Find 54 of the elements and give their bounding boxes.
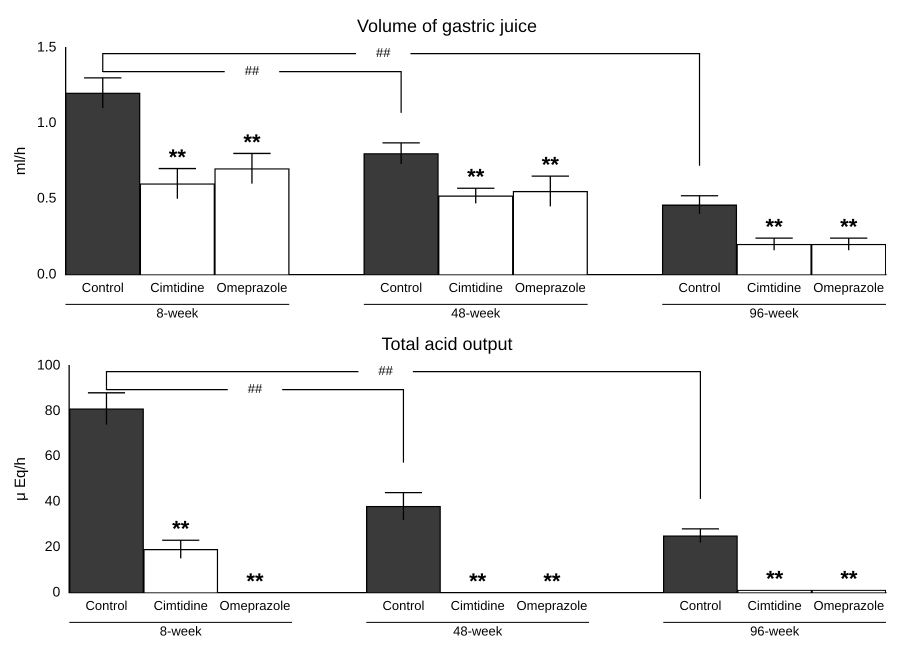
annotation: ## [244,63,260,78]
text: 96-week [750,305,800,320]
y-tick-label: 0.0 [36,265,57,282]
annotation: ## [378,363,394,378]
data-label: ** [168,144,186,170]
x-tick-label: Cimtidine [450,598,505,613]
x-tick-label: Control [678,280,721,295]
data-label: ** [542,152,560,178]
y-axis-title: ml/h [12,146,30,176]
x-tick-label: Control [82,280,124,295]
x-tick-label: Cimtidine [154,598,208,613]
data-label: ** [766,566,784,592]
data-label: ** [172,516,190,542]
x-tick-label: Omeprazole [813,598,884,613]
x-tick-label: Omeprazole [220,598,290,613]
y-tick-label: 60 [44,447,61,464]
x-tick-label: Omeprazole [813,280,884,295]
data-label: ** [467,164,485,190]
x-tick-label: Cimtidine [150,280,204,295]
x-tick-label: Omeprazole [514,280,586,295]
data-label: ** [543,568,561,594]
y-axis-title: μ Eq/h [12,457,30,501]
chart-title: Volume of gastric juice [356,16,538,36]
x-tick-label: Omeprazole [516,598,588,613]
chart-title: Total acid output [381,334,513,354]
x-tick-label: Control [382,598,424,613]
data-label: ** [840,566,858,592]
y-tick-label: 0 [52,583,61,600]
text: 8-week [160,623,202,638]
y-tick-label: 100 [37,356,61,372]
text: 8-week [156,305,199,320]
data-label: ** [243,129,261,154]
x-tick-label: Control [380,280,422,295]
y-tick-label: 40 [44,492,61,509]
annotation: ## [376,45,392,60]
y-tick-label: 0.5 [36,190,57,206]
annotation: ## [248,381,263,396]
text: 48-week [451,305,501,320]
data-label: ** [840,214,858,240]
y-tick-label: 1.5 [36,38,57,54]
x-tick-label: Control [679,598,722,613]
x-tick-label: Omeprazole [216,280,288,295]
y-tick-label: 20 [44,538,61,554]
text: 96-week [750,623,800,638]
data-label: ** [469,568,487,594]
data-label: ** [246,568,264,594]
text: 48-week [453,623,503,638]
x-tick-label: Cimtidine [748,598,802,613]
y-tick-label: 1.0 [36,114,57,130]
x-tick-label: Control [86,598,128,613]
x-tick-label: Cimtidine [747,280,802,295]
y-tick-label: 80 [44,402,61,418]
x-tick-label: Cimtidine [448,280,503,295]
data-label: ** [766,214,784,240]
